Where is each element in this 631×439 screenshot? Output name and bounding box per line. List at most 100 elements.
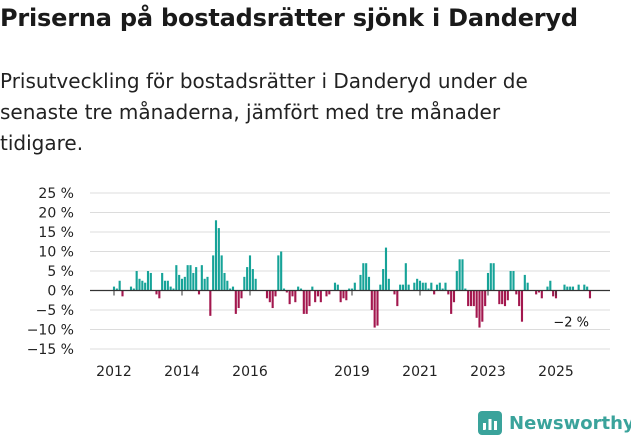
bar	[416, 278, 419, 291]
bar	[265, 290, 269, 299]
last-value-label: −2 %	[553, 315, 589, 330]
bar	[155, 290, 158, 295]
bar	[382, 269, 385, 291]
bar	[178, 274, 181, 291]
bar	[433, 290, 436, 295]
bar	[336, 284, 339, 291]
bar	[206, 276, 209, 291]
bar	[274, 290, 277, 297]
bar	[430, 282, 433, 291]
bar	[217, 228, 220, 291]
bar	[302, 290, 305, 314]
bar	[192, 272, 195, 291]
bar	[418, 280, 422, 291]
bar	[509, 271, 512, 291]
bar	[506, 290, 509, 301]
bar	[353, 282, 356, 291]
bar	[458, 259, 461, 291]
bar	[175, 265, 178, 291]
bar	[229, 288, 232, 291]
bar	[424, 282, 427, 291]
bar	[209, 290, 212, 316]
bar	[498, 290, 501, 305]
bar	[586, 286, 589, 291]
bar	[444, 282, 447, 291]
bar	[489, 263, 492, 291]
bar	[308, 290, 311, 307]
bar	[135, 271, 138, 291]
bar	[492, 263, 495, 291]
y-tick-label: 0 %	[47, 284, 74, 300]
bar	[484, 290, 487, 307]
bar	[271, 290, 274, 309]
bar	[288, 290, 291, 305]
bar	[197, 290, 201, 295]
y-tick-label: 5 %	[47, 264, 74, 280]
bar	[345, 290, 348, 301]
bar	[501, 290, 504, 305]
x-tick-label: 2016	[232, 364, 268, 380]
bar	[447, 290, 450, 295]
x-tick-label: 2019	[334, 364, 370, 380]
bar	[316, 290, 320, 297]
bar	[203, 278, 206, 291]
x-tick-label: 2021	[402, 364, 438, 380]
bar	[333, 282, 337, 291]
y-tick-label: 15 %	[38, 225, 74, 241]
bar	[365, 263, 368, 291]
bar	[328, 290, 331, 295]
bar	[129, 286, 133, 291]
bar	[251, 269, 254, 291]
bar	[163, 280, 167, 291]
bar	[350, 288, 354, 291]
bar	[121, 290, 124, 297]
bar	[246, 267, 249, 291]
bar	[294, 290, 297, 303]
bar	[467, 290, 470, 307]
bar	[234, 290, 237, 314]
bar	[438, 282, 441, 291]
bar-chart: 25 % 20 % 15 % 10 % 5 % 0 % −5 % −10 % −15 % 201…	[27, 186, 610, 380]
bar	[240, 290, 243, 299]
bar	[144, 282, 147, 291]
bar	[588, 290, 592, 299]
bar	[200, 265, 203, 291]
x-tick-label: 2012	[96, 364, 132, 380]
bar	[291, 290, 294, 297]
bar	[297, 286, 300, 291]
x-tick-label: 2025	[538, 364, 574, 380]
bar	[486, 272, 490, 291]
bar	[503, 290, 507, 307]
y-tick-label: −15 %	[27, 342, 74, 358]
bar	[172, 288, 175, 291]
bar	[186, 265, 189, 291]
bar	[149, 272, 152, 291]
bar	[132, 288, 135, 291]
bar	[537, 290, 541, 293]
bar	[452, 290, 456, 303]
bar	[515, 290, 518, 295]
bar	[314, 290, 317, 303]
bar	[469, 290, 473, 307]
bar	[387, 278, 390, 291]
bar	[376, 290, 379, 326]
bar	[112, 286, 116, 291]
bar	[370, 290, 373, 310]
bar	[243, 276, 246, 291]
bar	[237, 290, 240, 309]
y-tick-label: −10 %	[27, 323, 74, 339]
y-axis: 25 % 20 % 15 % 10 % 5 % 0 % −5 % −10 % −15 %	[27, 186, 74, 358]
bar	[427, 288, 430, 291]
bar	[115, 288, 118, 291]
bar	[367, 276, 371, 291]
bar	[435, 284, 439, 291]
bar	[195, 267, 198, 291]
bar	[348, 288, 351, 291]
bar	[342, 290, 345, 299]
bar	[464, 288, 467, 291]
newsworthy-logo-text: Newsworthy	[509, 412, 631, 434]
bar	[373, 290, 376, 328]
bar	[226, 280, 229, 291]
x-tick-label: 2023	[470, 364, 506, 380]
bars	[112, 220, 592, 328]
